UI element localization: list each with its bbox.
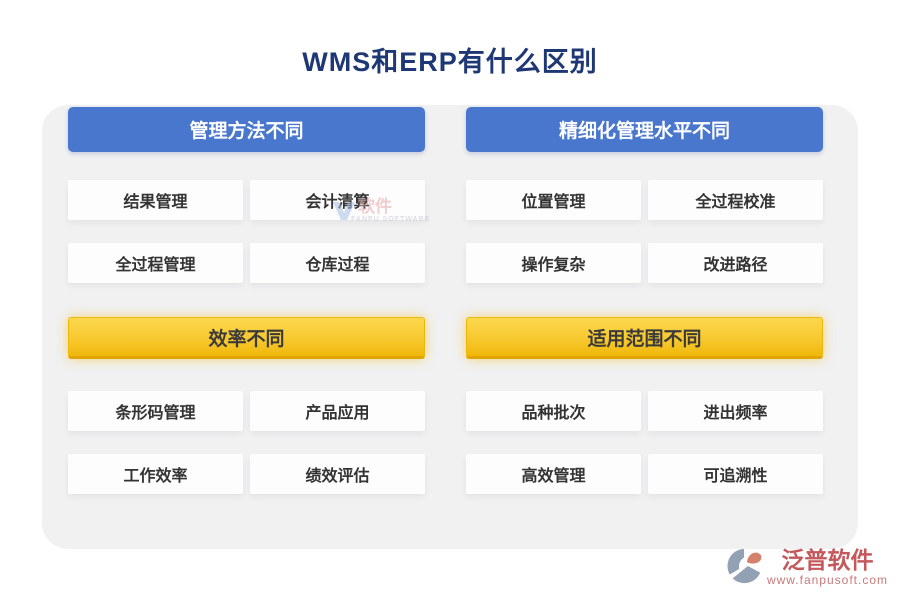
right-column: 精细化管理水平不同 位置管理 全过程校准 操作复杂 改进路径 适用范围不同 品种… bbox=[466, 107, 823, 494]
item-card: 可追溯性 bbox=[648, 454, 823, 494]
fanpu-logo-icon bbox=[726, 547, 764, 590]
card-grid: 品种批次 进出频率 高效管理 可追溯性 bbox=[466, 391, 823, 494]
item-card: 进出频率 bbox=[648, 391, 823, 431]
item-card: 结果管理 bbox=[68, 180, 243, 220]
brand-name: 泛普软件 bbox=[781, 547, 874, 573]
footer-text: 泛普软件 www.fanpusoft.com bbox=[767, 547, 888, 587]
section-header-management-method: 管理方法不同 bbox=[68, 107, 425, 152]
brand-url: www.fanpusoft.com bbox=[766, 573, 888, 588]
item-card: 改进路径 bbox=[648, 243, 823, 283]
section-header-scope: 适用范围不同 bbox=[466, 317, 823, 359]
item-card: 产品应用 bbox=[250, 391, 425, 431]
card-grid: 条形码管理 产品应用 工作效率 绩效评估 bbox=[68, 391, 425, 494]
item-card: 全过程管理 bbox=[68, 243, 243, 283]
item-card: 全过程校准 bbox=[648, 180, 823, 220]
item-card: 品种批次 bbox=[466, 391, 641, 431]
footer-brand: 泛普软件 www.fanpusoft.com bbox=[726, 547, 888, 590]
section-header-efficiency: 效率不同 bbox=[68, 317, 425, 359]
section-header-refined-management: 精细化管理水平不同 bbox=[466, 107, 823, 152]
item-card: 工作效率 bbox=[68, 454, 243, 494]
item-card: 会计清算 bbox=[250, 180, 425, 220]
item-card: 高效管理 bbox=[466, 454, 641, 494]
card-grid: 位置管理 全过程校准 操作复杂 改进路径 bbox=[466, 180, 823, 283]
card-grid: 结果管理 会计清算 全过程管理 仓库过程 bbox=[68, 180, 425, 283]
left-column: 管理方法不同 结果管理 会计清算 全过程管理 仓库过程 效率不同 条形码管理 产… bbox=[68, 107, 425, 494]
item-card: 操作复杂 bbox=[466, 243, 641, 283]
item-card: 绩效评估 bbox=[250, 454, 425, 494]
item-card: 位置管理 bbox=[466, 180, 641, 220]
page-title: WMS和ERP有什么区别 bbox=[302, 47, 598, 77]
item-card: 条形码管理 bbox=[68, 391, 243, 431]
item-card: 仓库过程 bbox=[250, 243, 425, 283]
